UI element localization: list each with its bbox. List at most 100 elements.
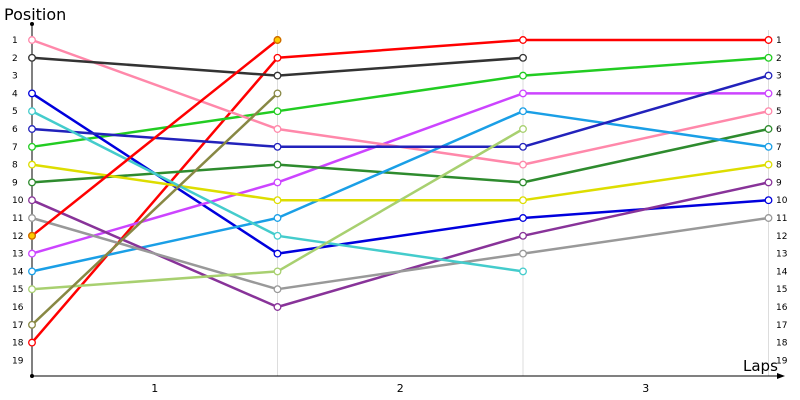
y-tick-right-13: 13	[776, 250, 787, 260]
y-tick-right-15: 15	[776, 285, 787, 295]
series-10-point-2	[519, 142, 527, 151]
series-10-point-1	[273, 142, 282, 151]
series-11-point-0	[28, 214, 36, 222]
series-3-point-2	[519, 214, 527, 222]
x-axis-arrow	[777, 373, 785, 379]
y-tick-right-8: 8	[776, 161, 782, 171]
series-12-point-1	[273, 71, 282, 80]
series-group	[28, 36, 773, 347]
series-15-highlight-point	[273, 36, 282, 44]
y-tick-left-19: 19	[12, 356, 24, 366]
y-tick-right-16: 16	[776, 303, 788, 313]
y-axis-label: Position	[4, 5, 66, 24]
x-axis-label: Laps	[743, 357, 778, 375]
series-line-8	[31, 163, 769, 202]
series-line-4	[31, 92, 769, 255]
series-2-point-0	[28, 142, 36, 151]
series-line-7	[31, 109, 769, 273]
series-8-point-0	[28, 160, 36, 169]
series-11-point-3	[764, 214, 773, 222]
y-tick-right-2: 2	[776, 54, 782, 64]
origin-dot	[30, 374, 34, 378]
series-4-point-2	[519, 89, 527, 98]
series-5-point-2	[519, 160, 527, 169]
series-8-point-1	[273, 196, 282, 205]
series-9-point-2	[519, 231, 527, 240]
series-7-point-0	[28, 267, 36, 276]
series-14-point-1	[273, 267, 282, 276]
series-8-point-2	[519, 196, 527, 205]
y-tick-right-9: 9	[776, 178, 782, 188]
series-line-11	[31, 216, 769, 291]
y-tick-left-17: 17	[12, 321, 23, 331]
series-6-point-1	[273, 160, 282, 169]
y-tick-left-13: 13	[12, 250, 23, 260]
y-tick-right-3: 3	[776, 72, 782, 82]
y-tick-right-17: 17	[776, 321, 787, 331]
series-2-point-3	[764, 53, 773, 62]
series-6-point-0	[28, 178, 36, 187]
y-tick-left-3: 3	[12, 72, 18, 82]
series-1-point-0	[28, 338, 36, 347]
y-tick-left-4: 4	[12, 89, 18, 99]
series-1-point-2	[519, 36, 527, 44]
series-6-point-3	[764, 125, 773, 133]
series-5-point-0	[28, 36, 36, 44]
series-5-point-1	[273, 125, 282, 133]
series-6-point-2	[519, 178, 527, 187]
series-8-point-3	[764, 160, 773, 169]
y-tick-right-12: 12	[776, 232, 787, 242]
y-tick-left-6: 6	[12, 125, 18, 135]
series-3-point-0	[28, 89, 36, 98]
y-tick-left-10: 10	[12, 196, 24, 206]
series-12-point-0	[28, 53, 36, 62]
series-12-point-2	[519, 53, 527, 62]
series-line-1	[31, 38, 769, 344]
series-11-point-1	[273, 285, 282, 294]
series-13-point-2	[519, 267, 527, 276]
x-tick-1: 1	[151, 382, 158, 395]
series-4-point-1	[273, 178, 282, 187]
y-tick-left-2: 2	[12, 54, 18, 64]
series-16-point-0	[28, 320, 36, 329]
y-tick-left-12: 12	[12, 232, 23, 242]
series-3-point-3	[764, 196, 773, 205]
series-line-15	[31, 39, 279, 237]
series-line-2	[31, 56, 769, 149]
y-tick-left-14: 14	[12, 267, 24, 277]
y-tick-right-14: 14	[776, 267, 788, 277]
y-tick-right-10: 10	[776, 196, 788, 206]
y-tick-left-5: 5	[12, 107, 18, 117]
series-9-point-3	[764, 178, 773, 187]
y-tick-right-1: 1	[776, 36, 782, 46]
y-tick-left-9: 9	[12, 178, 18, 188]
series-13-point-1	[273, 231, 282, 240]
series-14-point-0	[28, 285, 36, 294]
y-tick-left-7: 7	[12, 143, 18, 153]
series-line-16	[31, 92, 279, 326]
y-tick-left-8: 8	[12, 161, 18, 171]
series-9-point-1	[273, 303, 282, 311]
series-7-point-1	[273, 214, 282, 222]
y-tick-right-18: 18	[776, 339, 788, 349]
series-7-point-3	[764, 142, 773, 151]
y-tick-right-7: 7	[776, 143, 782, 153]
series-2-point-1	[273, 107, 282, 116]
y-tick-right-4: 4	[776, 89, 782, 99]
series-15-start-point	[28, 231, 36, 240]
y-tick-right-6: 6	[776, 125, 782, 135]
series-10-point-3	[764, 71, 773, 80]
series-10-point-0	[28, 125, 36, 133]
y-tick-right-5: 5	[776, 107, 782, 117]
series-11-point-2	[519, 249, 527, 258]
series-9-point-0	[28, 196, 36, 205]
series-3-point-1	[273, 249, 282, 258]
y-tick-left-1: 1	[12, 36, 18, 46]
series-13-point-0	[28, 107, 36, 116]
y-tick-left-15: 15	[12, 285, 23, 295]
series-1-point-1	[273, 53, 282, 62]
series-7-point-2	[519, 107, 527, 116]
series-1-point-3	[764, 36, 773, 44]
y-tick-left-11: 11	[12, 214, 23, 224]
